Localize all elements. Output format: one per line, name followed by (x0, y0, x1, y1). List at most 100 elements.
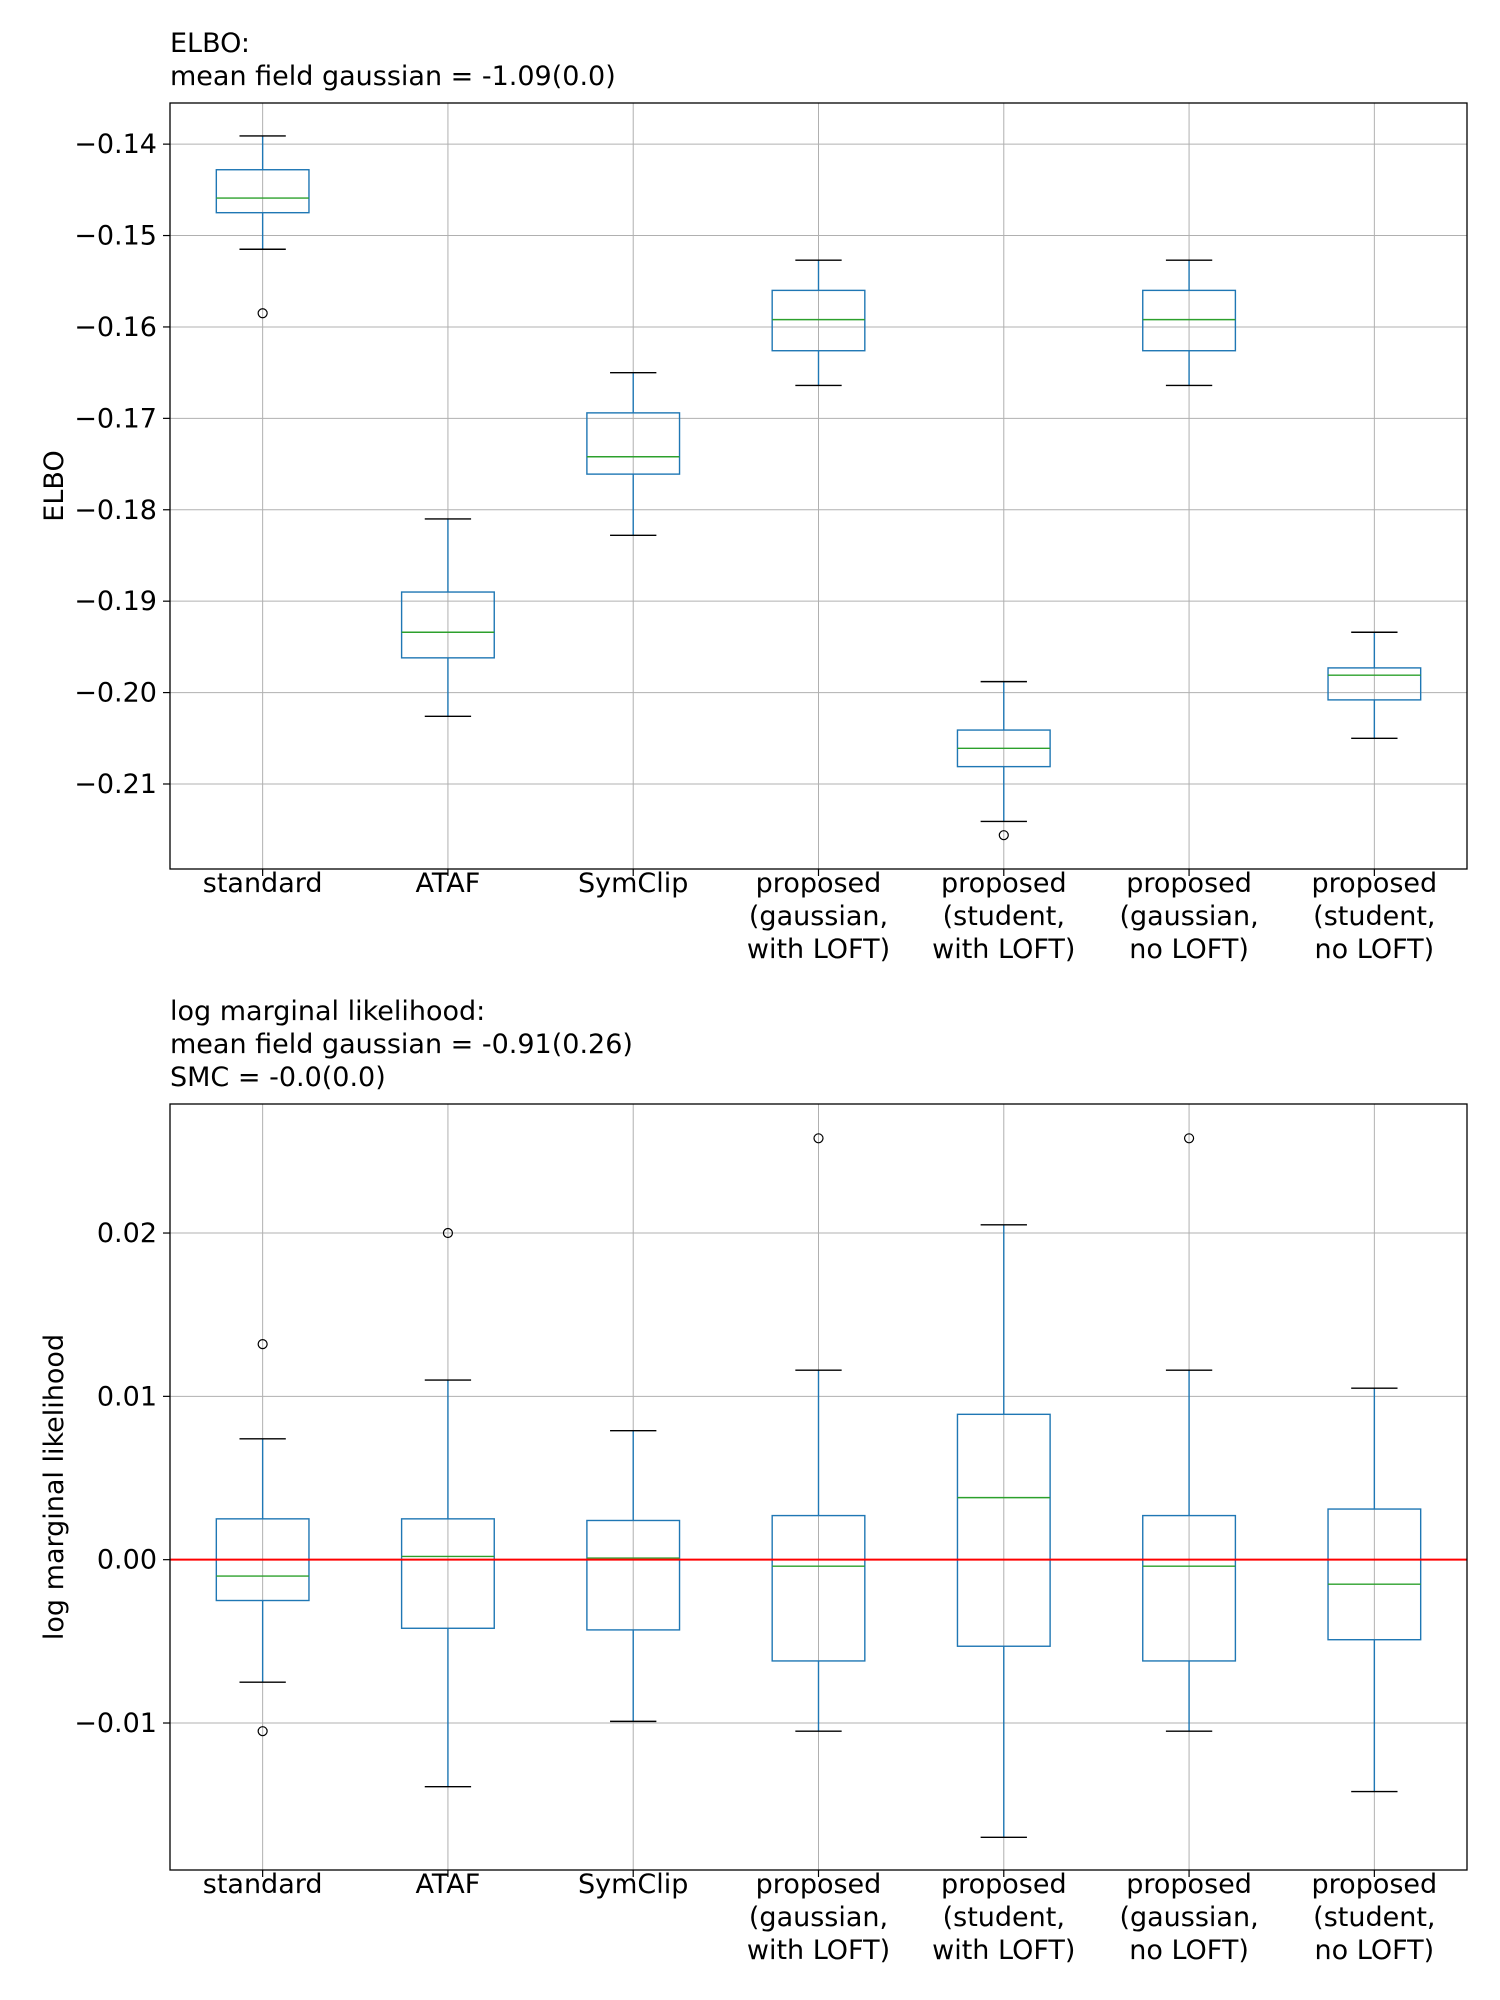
y-tick-label: −0.16 (74, 312, 157, 343)
box-2 (586, 371, 681, 537)
box-iqr (400, 1518, 495, 1629)
outlier-point (257, 308, 268, 319)
x-tick-label-line: with LOFT) (747, 934, 890, 965)
outlier-point (1183, 1133, 1195, 1144)
box-iqr (400, 591, 495, 659)
y-tick-label: −0.21 (74, 769, 157, 800)
y-tick-label: −0.17 (74, 403, 157, 434)
x-tick-label: SymClip (578, 1869, 688, 1900)
outlier-point (813, 1133, 824, 1144)
box-1 (400, 518, 495, 718)
box-iqr (1327, 667, 1422, 701)
y-tick-label: −0.19 (74, 586, 157, 617)
x-tick-label-line: with LOFT) (932, 1935, 1075, 1966)
box-4 (956, 1224, 1051, 1839)
x-tick-label: proposed (student, with LOFT) (932, 1869, 1075, 1966)
box-5 (1142, 259, 1237, 387)
x-tick-label-line: (student, (1313, 901, 1435, 932)
x-tick-label: ATAF (416, 868, 481, 899)
x-tick-label: proposed (gaussian, with LOFT) (747, 1869, 890, 1966)
box-3 (771, 259, 866, 387)
y-tick-label: 0.02 (97, 1218, 157, 1249)
x-tick-label-line: proposed (1312, 1869, 1438, 1900)
x-tick-label: SymClip (578, 868, 688, 899)
x-tick-label-line: ATAF (416, 868, 481, 899)
y-tick-label: −0.20 (74, 678, 157, 709)
box-iqr (956, 1413, 1051, 1647)
x-tick-label: standard (203, 868, 323, 899)
x-tick-label-line: standard (203, 1869, 323, 1900)
x-tick-label-line: proposed (941, 868, 1067, 899)
x-tick-label-line: (gaussian, (1119, 901, 1258, 932)
box-iqr (1142, 1514, 1237, 1662)
x-tick-label-line: (gaussian, (749, 901, 888, 932)
x-tick-label-line: proposed (756, 1869, 882, 1900)
outlier-point (998, 830, 1009, 841)
box-6 (1327, 631, 1422, 739)
x-tick-label-line: SymClip (578, 868, 688, 899)
x-tick-label-line: SymClip (578, 1869, 688, 1900)
box-iqr (1142, 289, 1237, 352)
x-tick-label-line: (student, (1313, 1902, 1435, 1933)
x-tick-label-line: (gaussian, (1119, 1902, 1258, 1933)
x-tick-label: ATAF (416, 1869, 481, 1900)
box-iqr (586, 1519, 681, 1631)
x-tick-label-line: no LOFT) (1315, 934, 1435, 965)
x-tick-label-line: standard (203, 868, 323, 899)
y-tick-label: 0.01 (97, 1381, 157, 1412)
box-iqr (771, 289, 866, 352)
chart-title-line: log marginal likelihood: (170, 996, 485, 1027)
y-tick-label: 0.00 (97, 1545, 157, 1576)
log-marginal-likelihood-panel: log marginal likelihood: mean field gauss… (39, 996, 1468, 1966)
x-tick-label: proposed (student, no LOFT) (1312, 868, 1438, 965)
outlier-point (257, 1726, 268, 1737)
x-tick-label-line: ATAF (416, 1869, 481, 1900)
y-tick-label: −0.15 (74, 221, 157, 252)
box-2 (586, 1429, 681, 1723)
box-6 (1327, 1387, 1422, 1793)
x-tick-label-line: with LOFT) (747, 1935, 890, 1966)
box-iqr (586, 412, 681, 475)
y-axis-label: log marginal likelihood (39, 1334, 70, 1640)
x-tick-label-line: no LOFT) (1315, 1935, 1435, 1966)
plot-frame (169, 102, 1468, 870)
box-iqr (771, 1514, 866, 1662)
x-tick-label: proposed (student, with LOFT) (932, 868, 1075, 965)
chart-title: log marginal likelihood: mean field gauss… (170, 996, 633, 1093)
x-tick-label: standard (203, 1869, 323, 1900)
x-tick-label: proposed (gaussian, with LOFT) (747, 868, 890, 965)
x-tick-label-line: (student, (943, 901, 1065, 932)
y-axis-label: ELBO (39, 450, 70, 521)
outlier-point (442, 1227, 454, 1239)
x-tick-label-line: proposed (1126, 868, 1252, 899)
box-0 (215, 135, 310, 319)
x-tick-label-line: no LOFT) (1129, 934, 1249, 965)
chart-title-line: mean field gaussian = -1.09(0.0) (170, 61, 616, 92)
box-4 (956, 680, 1051, 841)
y-tick-label: −0.01 (74, 1708, 157, 1739)
box-3 (771, 1133, 866, 1732)
box-5 (1142, 1133, 1237, 1732)
outlier-point (257, 1338, 268, 1350)
y-tick-label: −0.18 (74, 495, 157, 526)
chart-title-line: mean field gaussian = -0.91(0.26) (170, 1029, 633, 1060)
x-tick-label-line: proposed (1126, 1869, 1252, 1900)
x-tick-label-line: proposed (1312, 868, 1438, 899)
x-tick-label-line: proposed (941, 1869, 1067, 1900)
box-iqr (1327, 1508, 1422, 1641)
x-tick-label-line: proposed (756, 868, 882, 899)
chart-title: ELBO: mean field gaussian = -1.09(0.0) (170, 28, 616, 92)
plot-frame (169, 1103, 1468, 1871)
x-tick-label-line: no LOFT) (1129, 1935, 1249, 1966)
box-1 (400, 1227, 495, 1788)
chart-title-line: SMC = -0.0(0.0) (170, 1062, 386, 1093)
chart-title-line: ELBO: (170, 28, 250, 59)
x-tick-label: proposed (gaussian, no LOFT) (1119, 868, 1258, 965)
y-tick-label: −0.14 (74, 129, 157, 160)
x-tick-label-line: with LOFT) (932, 934, 1075, 965)
x-tick-label-line: (gaussian, (749, 1902, 888, 1933)
x-tick-label: proposed (gaussian, no LOFT) (1119, 1869, 1258, 1966)
x-tick-label-line: (student, (943, 1902, 1065, 1933)
x-tick-label: proposed (student, no LOFT) (1312, 1869, 1438, 1966)
